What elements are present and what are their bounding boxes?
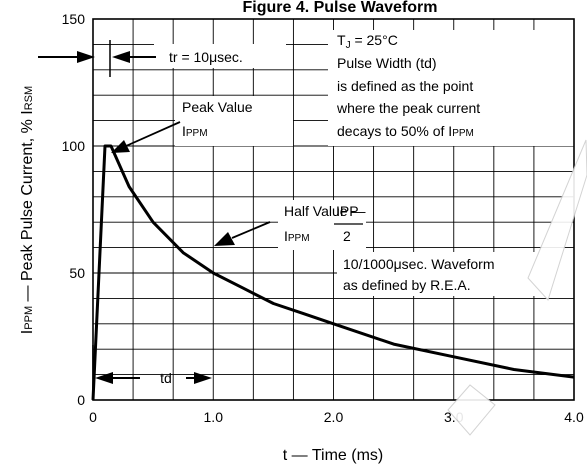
half-arrow-head — [214, 232, 235, 246]
waveform-text-line-1: 10/1000μsec. Waveform — [343, 256, 495, 272]
y-tick-label: 50 — [69, 265, 85, 281]
peak-value-label: Peak Value — [182, 99, 253, 115]
tr-right-arrow-head — [112, 51, 130, 63]
x-tick-label: 1.0 — [204, 409, 224, 425]
waveform-text-line-2: as defined by R.E.A. — [343, 277, 471, 293]
x-tick-label: 4.0 — [564, 409, 584, 425]
half-arrow-shaft — [231, 221, 271, 239]
pulse-definition-box — [328, 30, 574, 146]
y-tick-label: 150 — [62, 11, 86, 27]
tr-left-arrow-head — [77, 51, 95, 63]
pulse-text-line-3: where the peak current — [336, 100, 480, 116]
pulse-text-line-2: is defined as the point — [337, 78, 473, 94]
x-tick-label: 2.0 — [324, 409, 344, 425]
y-tick-label: 0 — [77, 392, 85, 408]
y-tick-label: 100 — [62, 138, 86, 154]
tj-label: TJ = 25°C — [337, 32, 398, 51]
pulse-text-line-4: decays to 50% of IPPM — [337, 123, 474, 139]
td-left-arrow-head — [95, 372, 113, 384]
half-value-label-box — [278, 200, 366, 250]
tr-label-box — [154, 44, 286, 68]
peak-arrow-head — [111, 140, 130, 153]
x-axis-label: t — Time (ms) — [283, 447, 383, 464]
half-ipp-label: IPP — [336, 203, 359, 219]
x-tick-label: 0 — [89, 409, 97, 425]
pulse-text-line-1: Pulse Width (td) — [337, 55, 437, 71]
peak-ippm-label: IPPM — [182, 123, 208, 139]
peak-arrow-shaft — [125, 121, 181, 147]
y-axis-label: IPPM — Peak Pulse Current, % IRSM — [19, 86, 36, 334]
half-two-label: 2 — [343, 228, 351, 244]
half-value-label: Half Value — — [284, 203, 365, 219]
waveform-curve — [91, 144, 575, 401]
tr-label: tr = 10μsec. — [169, 49, 243, 65]
td-right-arrow-head — [194, 372, 212, 384]
peak-label-box — [175, 96, 293, 146]
chart-title: Figure 4. Pulse Waveform — [242, 0, 437, 16]
td-label: td — [160, 370, 172, 386]
half-ippm-label: IPPM — [284, 228, 310, 244]
